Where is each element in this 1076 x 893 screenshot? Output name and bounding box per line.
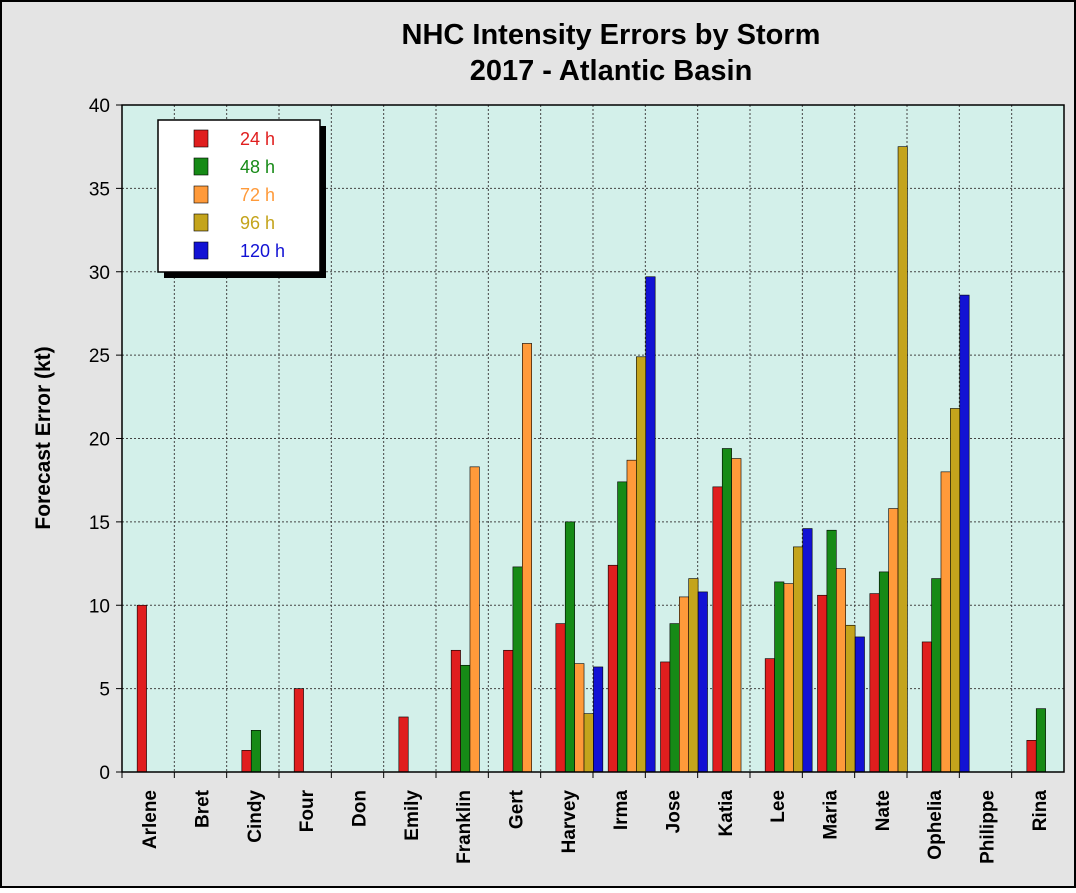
bar [921, 641, 932, 773]
bar [878, 571, 889, 773]
bar [583, 713, 594, 773]
bar [564, 521, 575, 773]
y-tick-label: 40 [89, 96, 110, 117]
chart-subtitle: 2017 - Atlantic Basin [470, 55, 753, 87]
legend-label: 24 h [240, 129, 275, 149]
bar [617, 481, 628, 773]
legend-swatch [193, 213, 209, 232]
bar [783, 583, 794, 773]
bar [845, 624, 856, 773]
x-tick-label: Ophelia [925, 790, 946, 860]
legend: 24 h 48 h 72 h 96 h 120 h [157, 119, 326, 278]
x-tick-label: Don [350, 790, 371, 827]
x-tick-label: Maria [821, 790, 842, 840]
x-tick-label: Nate [873, 790, 894, 831]
y-axis-label: Forecast Error (kt) [32, 346, 55, 529]
y-tick-label: 35 [89, 179, 110, 200]
bar [136, 604, 147, 773]
bar [450, 649, 461, 773]
bar [835, 568, 846, 773]
bar [512, 566, 523, 773]
bar [802, 528, 813, 773]
x-tick-label: Emily [402, 790, 423, 841]
bar [626, 459, 637, 773]
x-tick-label: Irma [611, 790, 632, 831]
x-tick-label: Four [297, 789, 318, 832]
bar [469, 466, 480, 773]
bar [888, 508, 899, 773]
y-tick-label: 0 [99, 763, 110, 784]
y-tick-label: 30 [89, 263, 110, 284]
legend-label: 96 h [240, 213, 275, 233]
bar [1035, 708, 1046, 773]
bar [398, 716, 409, 773]
bar [793, 546, 804, 773]
legend-label: 48 h [240, 157, 275, 177]
labels: 0 5 10 15 20 25 30 35 40 Arlene Bret Cindy Four Don Em… [89, 96, 1051, 864]
bar [854, 636, 865, 773]
bar [817, 594, 828, 773]
bar [503, 649, 514, 773]
bar [931, 578, 942, 773]
x-tick-label: Cindy [245, 790, 266, 843]
bar [950, 408, 961, 773]
x-tick-label: Franklin [454, 790, 475, 864]
legend-swatch [193, 129, 209, 148]
bar [869, 593, 880, 773]
legend-box [157, 119, 321, 273]
y-tick-label: 20 [89, 430, 110, 451]
bar [555, 623, 566, 773]
bar [460, 664, 471, 773]
legend-swatch [193, 241, 209, 260]
bar [293, 688, 304, 773]
y-tick-label: 10 [89, 596, 110, 617]
bar [241, 750, 252, 773]
legend-swatch [193, 157, 209, 176]
x-tick-label: Gert [507, 789, 528, 829]
bar [593, 666, 604, 773]
bar [764, 658, 775, 773]
bar [688, 578, 699, 773]
bar [940, 471, 951, 773]
bar [678, 596, 689, 773]
bar [636, 356, 647, 773]
legend-label: 120 h [240, 241, 285, 261]
chart-title: NHC Intensity Errors by Storm [402, 19, 821, 51]
bar [697, 591, 708, 773]
bar [660, 661, 671, 773]
x-tick-label: Rina [1030, 790, 1051, 832]
bar [731, 458, 742, 773]
legend-label: 72 h [240, 185, 275, 205]
bar [1026, 740, 1037, 773]
x-tick-label: Philippe [978, 790, 999, 864]
x-tick-label: Katia [716, 790, 737, 837]
bar [521, 343, 532, 773]
bar [645, 276, 656, 773]
bar [897, 146, 908, 773]
y-tick-label: 15 [89, 513, 110, 534]
bar [774, 581, 785, 773]
x-tick-label: Lee [768, 790, 789, 823]
y-tick-label: 25 [89, 346, 110, 367]
bar [721, 448, 732, 773]
bars [136, 146, 1046, 773]
bar [607, 564, 618, 773]
bar [712, 486, 723, 773]
x-tick-label: Bret [193, 789, 214, 828]
x-tick-label: Jose [664, 790, 685, 833]
y-tick-label: 5 [99, 680, 110, 701]
x-tick-label: Harvey [559, 790, 580, 854]
bar [250, 730, 261, 773]
legend-swatch [193, 185, 209, 204]
x-tick-label: Arlene [140, 790, 161, 849]
bar [826, 529, 837, 773]
bar [669, 623, 680, 773]
bar [574, 663, 585, 773]
bar [959, 294, 970, 773]
